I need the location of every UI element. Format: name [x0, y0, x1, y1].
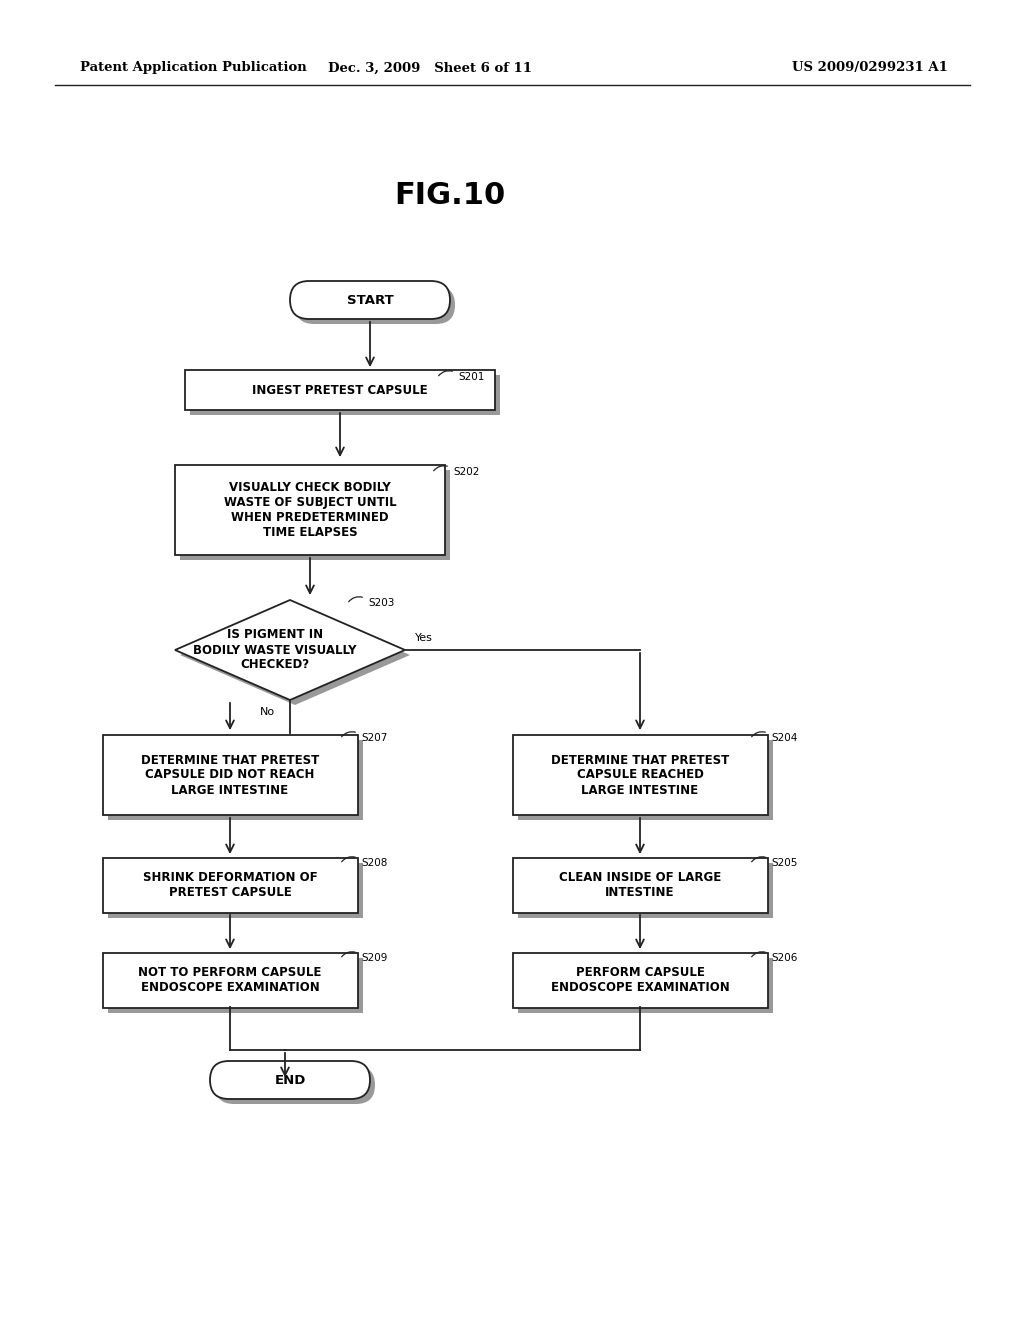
Bar — [512, 858, 768, 912]
Text: INGEST PRETEST CAPSULE: INGEST PRETEST CAPSULE — [252, 384, 428, 396]
Text: SHRINK DEFORMATION OF
PRETEST CAPSULE: SHRINK DEFORMATION OF PRETEST CAPSULE — [142, 871, 317, 899]
FancyBboxPatch shape — [290, 281, 450, 319]
Bar — [102, 858, 357, 912]
FancyBboxPatch shape — [210, 1061, 370, 1100]
Text: IS PIGMENT IN
BODILY WASTE VISUALLY
CHECKED?: IS PIGMENT IN BODILY WASTE VISUALLY CHEC… — [194, 628, 356, 672]
Text: No: No — [260, 708, 275, 717]
Text: CLEAN INSIDE OF LARGE
INTESTINE: CLEAN INSIDE OF LARGE INTESTINE — [559, 871, 721, 899]
Bar — [512, 735, 768, 814]
Polygon shape — [175, 601, 406, 700]
Text: S201: S201 — [458, 372, 484, 381]
Bar — [108, 741, 362, 820]
Bar — [517, 957, 772, 1012]
Text: Dec. 3, 2009   Sheet 6 of 11: Dec. 3, 2009 Sheet 6 of 11 — [328, 62, 532, 74]
Text: US 2009/0299231 A1: US 2009/0299231 A1 — [792, 62, 948, 74]
Text: START: START — [347, 293, 393, 306]
Text: FIG.10: FIG.10 — [394, 181, 506, 210]
Bar — [185, 370, 495, 411]
Bar — [190, 375, 500, 414]
FancyBboxPatch shape — [215, 1067, 375, 1104]
Text: S206: S206 — [771, 953, 798, 964]
FancyBboxPatch shape — [295, 286, 455, 323]
Text: DETERMINE THAT PRETEST
CAPSULE DID NOT REACH
LARGE INTESTINE: DETERMINE THAT PRETEST CAPSULE DID NOT R… — [141, 754, 319, 796]
Text: S203: S203 — [368, 598, 394, 609]
Text: DETERMINE THAT PRETEST
CAPSULE REACHED
LARGE INTESTINE: DETERMINE THAT PRETEST CAPSULE REACHED L… — [551, 754, 729, 796]
Bar — [180, 470, 450, 560]
Text: VISUALLY CHECK BODILY
WASTE OF SUBJECT UNTIL
WHEN PREDETERMINED
TIME ELAPSES: VISUALLY CHECK BODILY WASTE OF SUBJECT U… — [223, 480, 396, 539]
Bar — [108, 957, 362, 1012]
Bar — [102, 735, 357, 814]
Text: S202: S202 — [453, 467, 479, 477]
Text: END: END — [274, 1073, 306, 1086]
Text: PERFORM CAPSULE
ENDOSCOPE EXAMINATION: PERFORM CAPSULE ENDOSCOPE EXAMINATION — [551, 966, 729, 994]
Text: S207: S207 — [361, 733, 387, 743]
Bar — [108, 862, 362, 917]
Bar — [512, 953, 768, 1007]
Text: Patent Application Publication: Patent Application Publication — [80, 62, 307, 74]
Text: S204: S204 — [771, 733, 798, 743]
Text: NOT TO PERFORM CAPSULE
ENDOSCOPE EXAMINATION: NOT TO PERFORM CAPSULE ENDOSCOPE EXAMINA… — [138, 966, 322, 994]
Text: S208: S208 — [361, 858, 387, 869]
Polygon shape — [180, 605, 410, 705]
Text: S205: S205 — [771, 858, 798, 869]
Bar — [102, 953, 357, 1007]
Bar — [517, 862, 772, 917]
Text: S209: S209 — [361, 953, 387, 964]
Bar — [517, 741, 772, 820]
Text: Yes: Yes — [415, 634, 433, 643]
Bar — [175, 465, 445, 554]
